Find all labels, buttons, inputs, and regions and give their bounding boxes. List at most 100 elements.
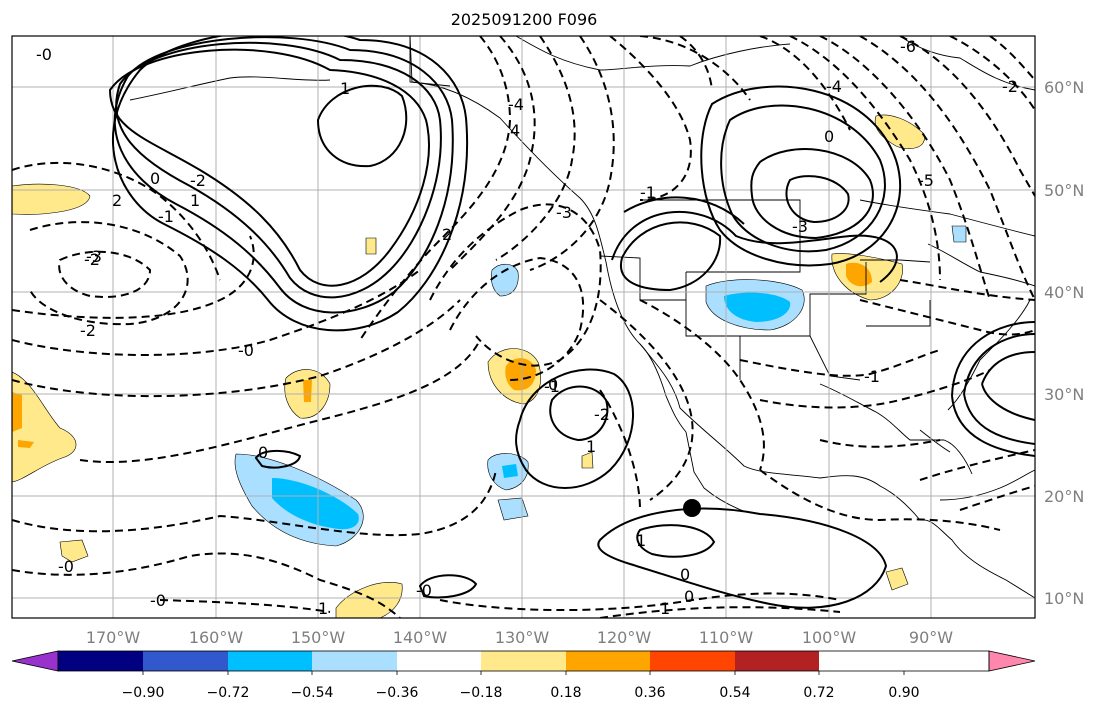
contour-label: -2 bbox=[84, 250, 100, 269]
colorbar-segment bbox=[650, 651, 735, 671]
contour-label: 2 bbox=[112, 191, 122, 210]
anomaly-area bbox=[18, 440, 34, 448]
contour-label: -0 bbox=[150, 591, 166, 610]
lon-label: 160°W bbox=[189, 628, 244, 647]
contour-label: -2 bbox=[80, 321, 96, 340]
contour-label: -1 bbox=[544, 377, 560, 396]
contour-label: -1 bbox=[640, 183, 656, 202]
lat-label: 60°N bbox=[1044, 78, 1084, 97]
colorbar-segment bbox=[566, 651, 650, 671]
colorbar-tick-label: −0.54 bbox=[291, 685, 334, 701]
anomaly-area bbox=[951, 225, 967, 243]
contour-label: -4 bbox=[508, 95, 524, 114]
contour-label: 1 bbox=[586, 437, 596, 456]
contour-label: -5 bbox=[918, 171, 934, 190]
colorbar-tick-label: 0.54 bbox=[719, 685, 750, 701]
colorbar-segment bbox=[58, 651, 143, 671]
graticule bbox=[12, 36, 1035, 618]
colorbar-tick-label: −0.90 bbox=[122, 685, 165, 701]
contour-label: 4 bbox=[510, 121, 520, 140]
map-background bbox=[12, 36, 1035, 618]
colorbar-tick-label: 0.90 bbox=[888, 685, 919, 701]
contour-label: 1 bbox=[660, 599, 670, 618]
contour-label: -0 bbox=[36, 45, 52, 64]
anomaly-area bbox=[12, 371, 77, 483]
lat-label: 40°N bbox=[1044, 283, 1084, 302]
storm-center-marker bbox=[683, 499, 701, 517]
contour-label: 0 bbox=[680, 565, 690, 584]
colorbar: −0.90 −0.72 −0.54 −0.36 −0.18 0.18 0.36 … bbox=[11, 650, 1036, 701]
anomaly-area bbox=[12, 183, 91, 215]
anomaly-area bbox=[303, 380, 312, 402]
contour-label: -0 bbox=[238, 341, 254, 360]
colorbar-segment bbox=[735, 651, 819, 671]
anomaly-area bbox=[885, 567, 909, 591]
anomaly-area bbox=[272, 478, 359, 530]
anomaly-area bbox=[365, 237, 377, 255]
anomaly-area bbox=[505, 358, 536, 391]
colorbar-tick-label: −0.72 bbox=[207, 685, 250, 701]
contour-label: -2 bbox=[190, 171, 206, 190]
anomaly-area bbox=[335, 582, 403, 618]
anomaly-area bbox=[490, 263, 519, 297]
contour-label: 0 bbox=[824, 127, 834, 146]
positive-contours bbox=[108, 36, 1035, 609]
contour-label: -2 bbox=[1002, 77, 1018, 96]
colorbar-tick-label: −0.18 bbox=[460, 685, 503, 701]
lat-label: 30°N bbox=[1044, 385, 1084, 404]
colorbar-segment bbox=[228, 651, 312, 671]
anomaly-area bbox=[502, 464, 518, 478]
lon-label: 90°W bbox=[909, 628, 953, 647]
lon-label: 120°W bbox=[597, 628, 652, 647]
anomaly-area bbox=[846, 262, 872, 287]
anomaly-area bbox=[59, 539, 89, 563]
colorbar-segment bbox=[312, 651, 397, 671]
lat-label: 10°N bbox=[1044, 589, 1084, 608]
longitude-labels: 170°W 160°W 150°W 140°W 130°W 120°W 110°… bbox=[86, 628, 953, 647]
latitude-labels: 60°N 50°N 40°N 30°N 20°N 10°N bbox=[1044, 78, 1084, 608]
colorbar-segment bbox=[143, 651, 228, 671]
anomaly-area bbox=[497, 497, 529, 521]
contour-label: 0 bbox=[548, 375, 558, 394]
contour-label: -3 bbox=[556, 203, 572, 222]
contour-label: -6 bbox=[900, 37, 916, 56]
colorbar-extend-min bbox=[11, 650, 59, 672]
anomaly-area bbox=[12, 392, 22, 432]
lon-label: 170°W bbox=[86, 628, 141, 647]
contour-label: 1 bbox=[636, 531, 646, 550]
colorbar-segment bbox=[397, 651, 481, 671]
contour-label: -1 bbox=[864, 367, 880, 386]
map-frame bbox=[11, 35, 1036, 619]
contour-label: -2 bbox=[594, 405, 610, 424]
contour-label: 2 bbox=[442, 225, 452, 244]
anomaly-area bbox=[724, 292, 791, 322]
lon-label: 130°W bbox=[495, 628, 550, 647]
colorbar-tick-label: −0.36 bbox=[376, 685, 419, 701]
lon-label: 150°W bbox=[291, 628, 346, 647]
colorbar-tick-label: 0.18 bbox=[550, 685, 581, 701]
contour-label: 1 bbox=[340, 79, 350, 98]
colorbar-segment bbox=[481, 651, 566, 671]
lon-label: 140°W bbox=[393, 628, 448, 647]
map-title: 2025091200 F096 bbox=[450, 10, 598, 29]
negative-contours bbox=[12, 36, 1035, 618]
contour-labels: -0 -2 2 0 -1 -3 -2 -2 1 1 2 -4 4 -3 -3 0… bbox=[36, 37, 1018, 618]
colorbar-outline bbox=[57, 650, 990, 672]
colorbar-extend-max bbox=[988, 650, 1036, 672]
lat-label: 20°N bbox=[1044, 487, 1084, 506]
contour-label: -0 bbox=[416, 581, 432, 600]
colorbar-tick-label: 0.72 bbox=[803, 685, 834, 701]
contour-label: -0 bbox=[58, 557, 74, 576]
contour-label: -1 bbox=[158, 207, 174, 226]
colorbar-tick-label: 0.36 bbox=[634, 685, 665, 701]
contour-label: 0 bbox=[258, 443, 268, 462]
contour-label: -3 bbox=[86, 247, 102, 266]
contour-label: 0 bbox=[150, 169, 160, 188]
contour-label: 1 bbox=[190, 191, 200, 210]
contour-label: 1 bbox=[318, 599, 328, 618]
anomaly-area bbox=[581, 451, 594, 469]
lon-label: 110°W bbox=[699, 628, 754, 647]
contour-label: -4 bbox=[826, 77, 842, 96]
contour-label: -3 bbox=[792, 217, 808, 236]
